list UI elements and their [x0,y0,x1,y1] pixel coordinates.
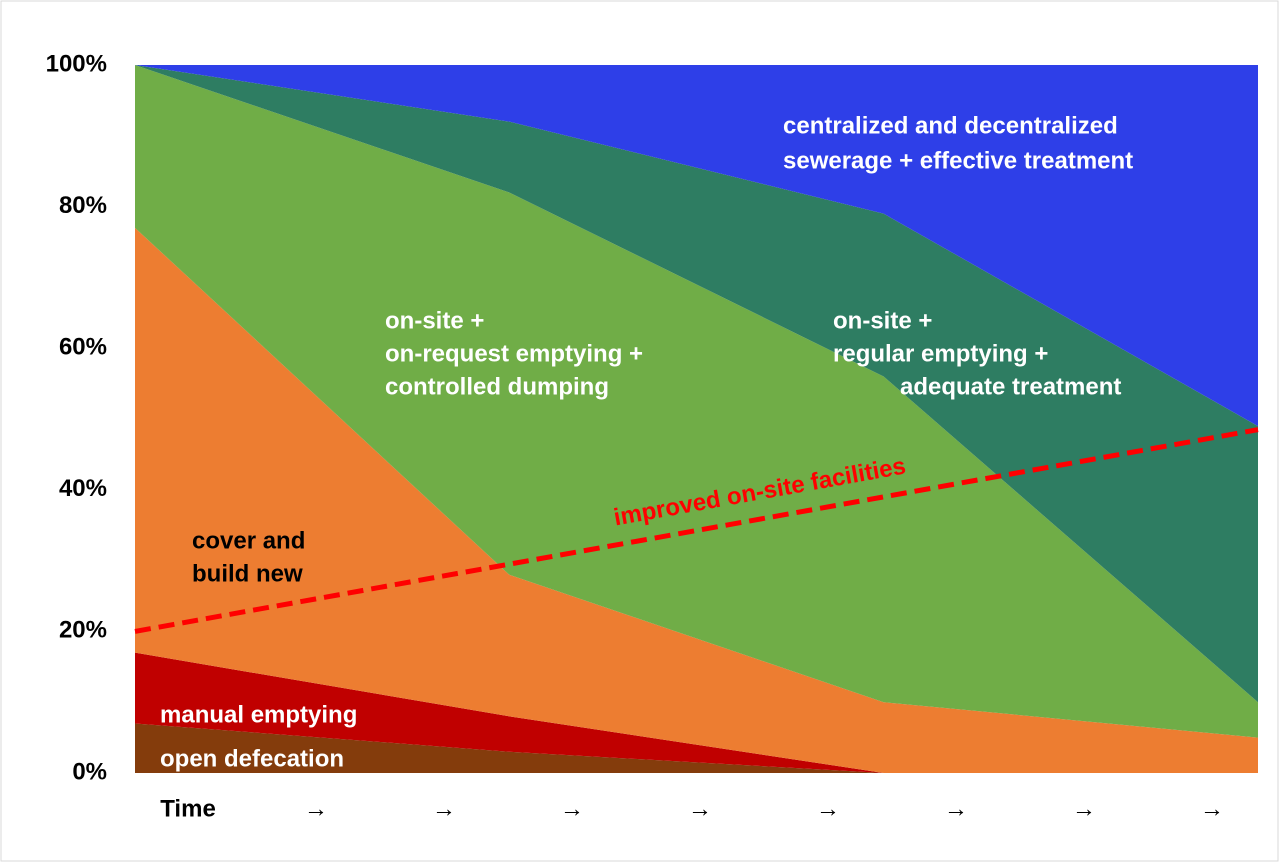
x-tick-label: → [560,795,584,822]
x-tick-label: → [1072,795,1096,822]
area-label: cover and [192,527,305,554]
x-tick-label: → [1200,795,1224,822]
area-label: manual emptying [160,701,357,728]
area [135,652,1258,773]
area-label: on-site + [833,307,932,334]
area-label: centralized and decentralized [783,112,1118,139]
y-tick-label: 80% [59,192,107,219]
area [135,65,1258,427]
area [135,65,1258,703]
area [135,65,1258,738]
y-tick-label: 60% [59,334,107,361]
area-label: open defecation [160,745,344,772]
area-label: on-site + [385,307,484,334]
x-tick-label: → [816,795,840,822]
x-tick-label: → [688,795,712,822]
area-label: build new [192,560,303,587]
x-tick-label: → [944,795,968,822]
area-label: sewerage + effective treatment [783,147,1133,174]
trend-line [134,427,1259,634]
area-label: regular emptying + [833,340,1048,367]
x-tick-label: Time [160,795,216,822]
area-label: on-request emptying + [385,340,643,367]
y-tick-label: 0% [72,758,107,785]
x-tick-label: → [304,795,328,822]
area [135,723,1258,773]
area-label: adequate treatment [900,373,1121,400]
area [135,227,1258,774]
y-tick-label: 20% [59,617,107,644]
x-tick-label: → [432,795,456,822]
y-tick-label: 100% [46,50,107,77]
area-label: controlled dumping [385,373,609,400]
y-tick-label: 40% [59,475,107,502]
